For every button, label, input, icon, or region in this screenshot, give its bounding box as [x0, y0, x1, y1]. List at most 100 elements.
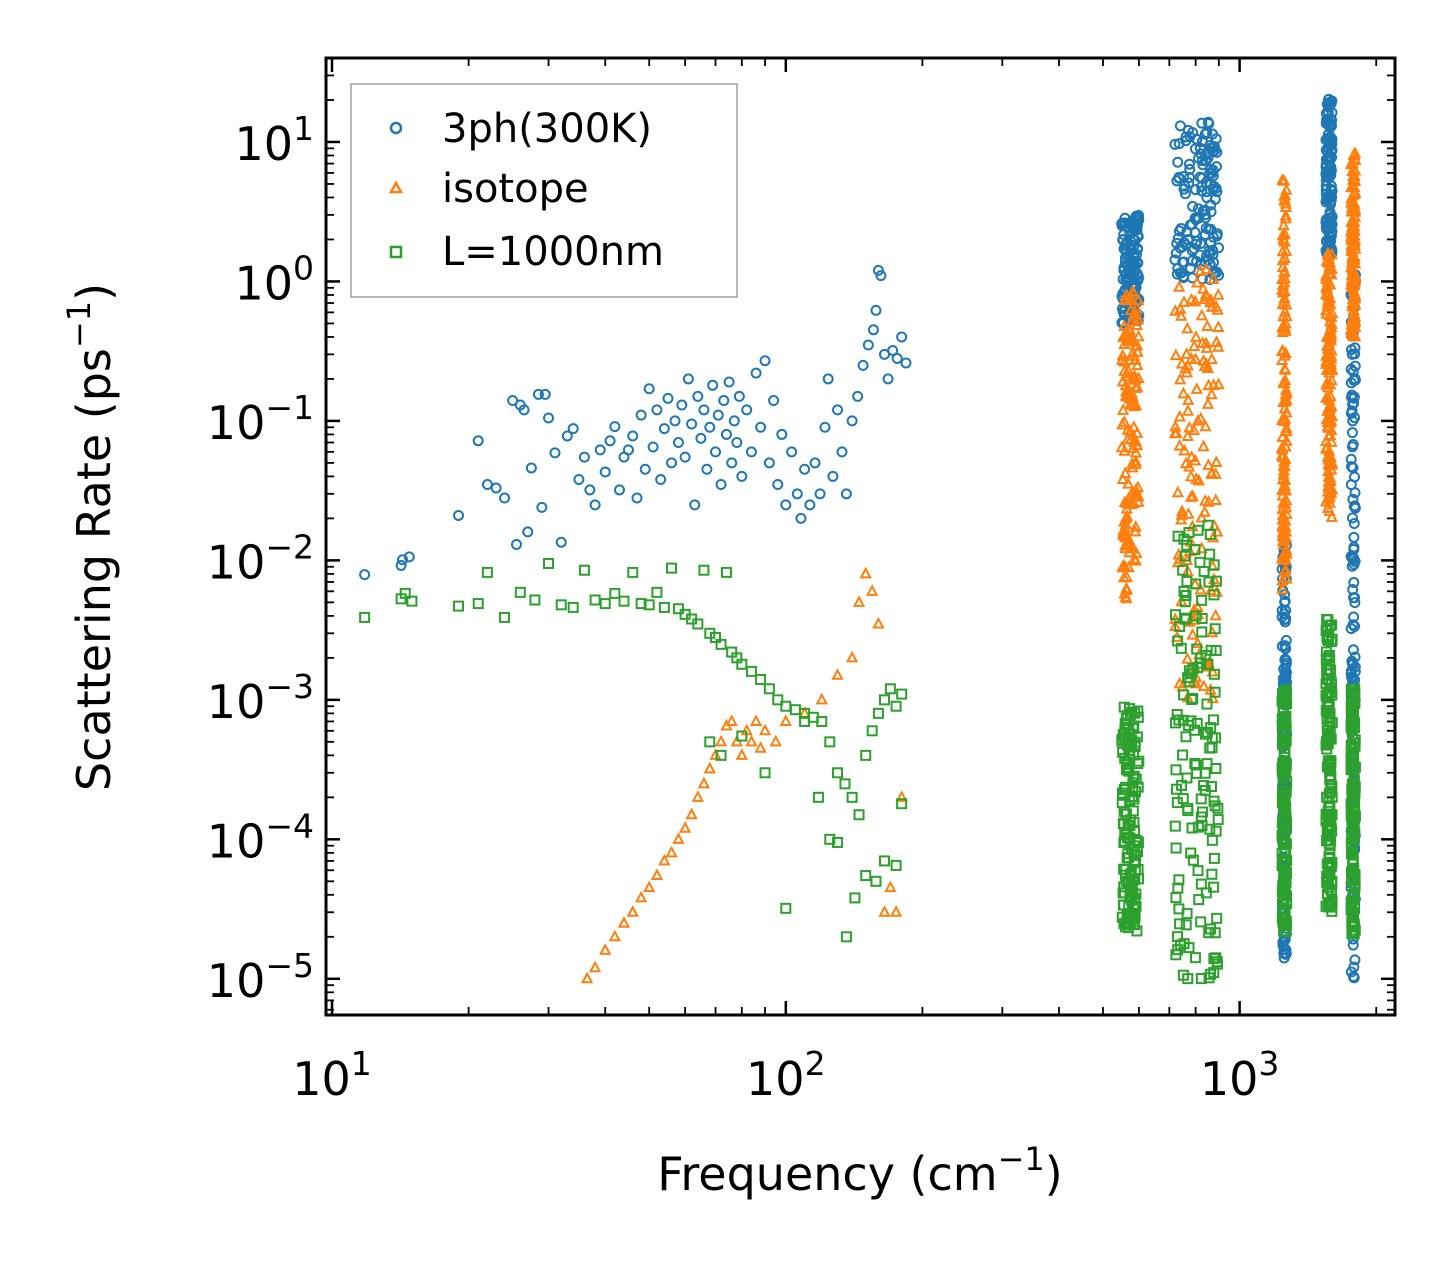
- data-point-L1000nm: [1281, 855, 1293, 867]
- data-point-L1000nm: [1170, 892, 1182, 904]
- data-point-isotope: [1275, 283, 1289, 295]
- data-point-isotope: [1278, 264, 1291, 277]
- data-point-L1000nm: [1181, 575, 1193, 587]
- data-point-3ph: [1173, 138, 1185, 150]
- data-point-3ph: [655, 474, 667, 486]
- data-point-L1000nm: [1199, 767, 1211, 779]
- data-point-isotope: [1180, 347, 1193, 359]
- data-point-isotope: [1182, 393, 1195, 405]
- data-point-3ph: [1348, 392, 1360, 404]
- data-point-L1000nm: [359, 611, 371, 623]
- data-point-L1000nm: [1124, 708, 1136, 720]
- data-point-3ph: [1320, 188, 1332, 200]
- data-point-3ph: [741, 404, 753, 416]
- data-point-3ph: [791, 488, 803, 500]
- data-point-L1000nm: [1180, 919, 1192, 931]
- data-point-L1000nm: [816, 715, 828, 727]
- data-point-L1000nm: [1210, 575, 1222, 587]
- data-point-isotope: [1321, 288, 1334, 301]
- data-point-3ph: [1205, 206, 1217, 218]
- data-point-3ph: [578, 451, 590, 463]
- legend-label-3ph: 3ph(300K): [442, 106, 652, 152]
- data-point-L1000nm: [1204, 823, 1216, 835]
- data-point-isotope: [1201, 397, 1215, 409]
- data-point-isotope: [1129, 524, 1142, 537]
- plot-frame: [324, 56, 1397, 1017]
- data-point-3ph: [698, 404, 710, 416]
- data-point-3ph: [1187, 200, 1199, 212]
- data-point-isotope: [608, 929, 621, 942]
- data-point-3ph: [1324, 197, 1336, 209]
- data-point-L1000nm: [555, 599, 567, 611]
- data-point-isotope: [1187, 423, 1201, 436]
- data-point-L1000nm: [1182, 802, 1194, 814]
- data-point-3ph: [852, 390, 864, 402]
- data-point-L1000nm: [1322, 888, 1334, 900]
- data-point-isotope: [852, 595, 866, 607]
- data-point-3ph: [1280, 666, 1292, 678]
- data-point-3ph: [1120, 247, 1132, 259]
- data-point-L1000nm: [1323, 812, 1335, 824]
- data-point-L1000nm: [736, 730, 748, 742]
- data-point-3ph: [1133, 272, 1145, 284]
- data-point-L1000nm: [1322, 686, 1334, 698]
- data-point-3ph: [1127, 249, 1139, 261]
- data-point-3ph: [1348, 576, 1360, 588]
- data-point-isotope: [1346, 226, 1359, 239]
- data-point-isotope: [1276, 173, 1289, 185]
- data-point-L1000nm: [1323, 898, 1335, 910]
- data-point-3ph: [1347, 493, 1359, 505]
- data-point-isotope: [1205, 466, 1218, 478]
- data-point-isotope: [1277, 467, 1290, 480]
- data-point-isotope: [1188, 294, 1202, 307]
- data-point-L1000nm: [1195, 811, 1207, 823]
- data-point-L1000nm: [1196, 612, 1208, 624]
- data-point-isotope: [1127, 420, 1140, 432]
- data-point-3ph: [1191, 133, 1203, 145]
- data-point-isotope: [1212, 288, 1225, 300]
- data-point-3ph: [814, 488, 826, 500]
- data-point-L1000nm: [1172, 882, 1184, 894]
- data-point-3ph: [1174, 120, 1186, 132]
- data-point-isotope: [1319, 303, 1333, 316]
- data-point-L1000nm: [1130, 849, 1142, 861]
- data-point-isotope: [1188, 339, 1201, 352]
- data-point-L1000nm: [1347, 810, 1359, 822]
- data-point-3ph: [836, 446, 848, 458]
- data-point-isotope: [1348, 146, 1362, 158]
- data-point-3ph: [1200, 222, 1212, 234]
- data-point-L1000nm: [1179, 550, 1191, 562]
- data-point-3ph: [1196, 155, 1208, 167]
- data-point-isotope: [1205, 352, 1218, 365]
- data-point-3ph: [403, 551, 415, 563]
- data-point-L1000nm: [832, 767, 844, 779]
- data-point-L1000nm: [1277, 879, 1289, 891]
- data-point-L1000nm: [824, 736, 836, 748]
- data-point-L1000nm: [1278, 918, 1290, 930]
- data-point-3ph: [662, 392, 674, 404]
- data-point-L1000nm: [860, 870, 872, 882]
- data-point-L1000nm: [1120, 864, 1132, 876]
- data-point-3ph: [1132, 212, 1144, 224]
- data-point-3ph: [532, 388, 544, 400]
- data-point-isotope: [1130, 307, 1143, 320]
- data-point-L1000nm: [1349, 802, 1361, 814]
- data-point-3ph: [768, 395, 780, 407]
- data-point-3ph: [1345, 453, 1357, 465]
- data-point-L1000nm: [1195, 973, 1207, 985]
- data-point-L1000nm: [1196, 594, 1208, 606]
- data-point-L1000nm: [839, 778, 851, 790]
- data-point-3ph: [481, 478, 493, 490]
- data-point-L1000nm: [1204, 923, 1216, 935]
- data-point-L1000nm: [1126, 706, 1138, 718]
- data-point-L1000nm: [1212, 814, 1224, 826]
- data-point-3ph: [1203, 245, 1215, 257]
- data-point-L1000nm: [1130, 834, 1142, 846]
- data-point-3ph: [882, 373, 894, 385]
- data-point-3ph: [1181, 226, 1193, 238]
- data-point-L1000nm: [1280, 916, 1292, 928]
- data-point-L1000nm: [1324, 728, 1336, 740]
- legend-label-L1000: L=1000nm: [442, 229, 664, 275]
- data-point-3ph: [682, 373, 694, 385]
